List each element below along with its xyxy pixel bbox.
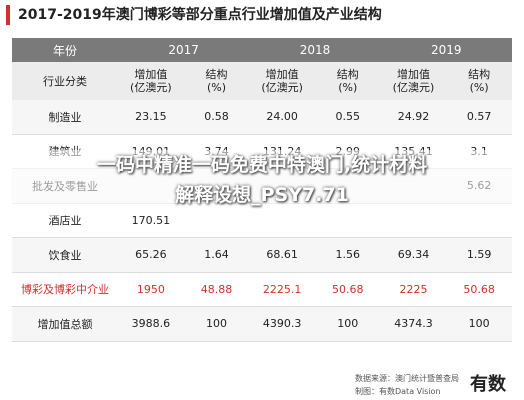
cell: 博彩及博彩中介业 bbox=[12, 272, 118, 307]
data-row: 饮食业 65.26 1.64 68.61 1.56 69.34 1.59 bbox=[12, 237, 512, 273]
subheader-cell: 增加值 (亿澳元) bbox=[249, 62, 315, 100]
subheader-cell: 增加值 (亿澳元) bbox=[380, 62, 447, 100]
header-cell: 2018 bbox=[249, 38, 381, 62]
title: 2017-2019年澳门博彩等部分重点行业增加值及产业结构 bbox=[6, 5, 382, 25]
cell: 4374.3 bbox=[380, 306, 447, 342]
cell: 50.68 bbox=[446, 272, 512, 307]
header-cell: 2019 bbox=[380, 38, 512, 62]
subheader-cell: 结构 (%) bbox=[314, 62, 381, 100]
cell: 100 bbox=[446, 306, 512, 342]
cell: 68.61 bbox=[249, 237, 315, 273]
header-row: 年份 2017 2018 2019 bbox=[12, 38, 512, 62]
data-row: 博彩及博彩中介业 1950 48.88 2225.1 50.68 2225 50.68 bbox=[12, 272, 512, 307]
cell: 50.68 bbox=[314, 272, 381, 307]
cell: 48.88 bbox=[183, 272, 250, 307]
cell: 1.56 bbox=[314, 237, 381, 273]
cell: 1.64 bbox=[183, 237, 250, 273]
cell: 0.55 bbox=[314, 100, 381, 135]
maker: 制图：有数Data Vision bbox=[355, 387, 441, 396]
logo: 有数 bbox=[470, 374, 506, 395]
cell: 0.57 bbox=[446, 100, 512, 135]
cell: 24.92 bbox=[380, 100, 447, 135]
overlay-banner: 一码中精准一码免费中特澳门,统计材料 解释设想_PSY7.71 bbox=[0, 150, 524, 216]
cell: 100 bbox=[314, 306, 381, 342]
cell: 1950 bbox=[118, 272, 184, 307]
subheader-row: 行业分类 增加值 (亿澳元) 结构 (%) 增加值 (亿澳元) 结构 (%) 增加值 (亿… bbox=[12, 62, 512, 100]
cell: 23.15 bbox=[118, 100, 184, 135]
cell: 2225.1 bbox=[249, 272, 315, 307]
cell: 3988.6 bbox=[118, 306, 184, 342]
header-cell: 2017 bbox=[118, 38, 250, 62]
data-row: 制造业 23.15 0.58 24.00 0.55 24.92 0.57 bbox=[12, 100, 512, 135]
cell: 4390.3 bbox=[249, 306, 315, 342]
subheader-cell: 行业分类 bbox=[12, 62, 118, 100]
header-cell: 年份 bbox=[12, 38, 118, 62]
cell: 1.59 bbox=[446, 237, 512, 273]
cell: 24.00 bbox=[249, 100, 315, 135]
cell: 制造业 bbox=[12, 100, 118, 135]
overlay-text: 一码中精准一码免费中特澳门,统计材料 bbox=[96, 154, 428, 176]
source: 数据来源：澳门统计暨普查局 bbox=[355, 374, 459, 383]
cell: 65.26 bbox=[118, 237, 184, 273]
subheader-cell: 增加值 (亿澳元) bbox=[118, 62, 184, 100]
data-row: 增加值总额 3988.6 100 4390.3 100 4374.3 100 bbox=[12, 306, 512, 342]
cell: 69.34 bbox=[380, 237, 447, 273]
cell: 饮食业 bbox=[12, 237, 118, 273]
subheader-cell: 结构 (%) bbox=[183, 62, 250, 100]
footer: 数据来源：澳门统计暨普查局 制图：有数Data Vision bbox=[355, 372, 459, 398]
subheader-cell: 结构 (%) bbox=[446, 62, 512, 100]
cell: 100 bbox=[183, 306, 250, 342]
overlay-text: 解释设想_PSY7.71 bbox=[175, 184, 349, 206]
cell: 2225 bbox=[380, 272, 447, 307]
cell: 增加值总额 bbox=[12, 306, 118, 342]
cell: 0.58 bbox=[183, 100, 250, 135]
